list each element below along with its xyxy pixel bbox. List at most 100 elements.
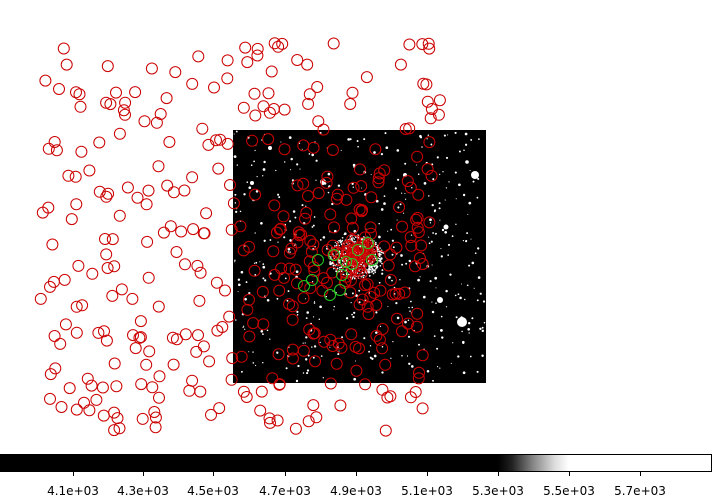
source-region-circle[interactable]: [345, 328, 358, 341]
source-region-circle[interactable]: [369, 143, 382, 156]
source-region-circle[interactable]: [197, 340, 210, 353]
source-region-circle[interactable]: [166, 331, 179, 344]
source-region-circle[interactable]: [145, 62, 158, 75]
source-region-circle[interactable]: [364, 221, 377, 234]
source-region-circle[interactable]: [98, 325, 110, 338]
source-region-circle[interactable]: [404, 181, 417, 194]
source-region-circle[interactable]: [63, 382, 76, 395]
source-region-circle[interactable]: [58, 273, 71, 286]
source-region-circle[interactable]: [421, 95, 434, 108]
source-region-circle[interactable]: [186, 171, 199, 184]
source-region-circle[interactable]: [311, 81, 324, 93]
source-region-circle[interactable]: [175, 225, 188, 238]
source-region-circle[interactable]: [169, 66, 182, 79]
source-region-circle[interactable]: [48, 136, 61, 148]
source-region-circle[interactable]: [257, 318, 270, 331]
source-region-circle[interactable]: [268, 199, 281, 212]
highlight-region-circle[interactable]: [362, 237, 374, 249]
source-region-circle[interactable]: [297, 292, 310, 305]
source-region-circle[interactable]: [291, 179, 304, 192]
source-region-circle[interactable]: [196, 122, 209, 135]
source-region-circle[interactable]: [149, 421, 162, 434]
source-region-circle[interactable]: [186, 374, 199, 387]
source-region-circle[interactable]: [399, 123, 412, 135]
source-region-circle[interactable]: [432, 108, 445, 121]
source-region-circle[interactable]: [134, 315, 147, 328]
source-region-circle[interactable]: [416, 349, 429, 362]
source-region-circle[interactable]: [48, 330, 61, 342]
source-region-circle[interactable]: [334, 399, 347, 412]
source-region-circle[interactable]: [256, 285, 269, 298]
source-region-circle[interactable]: [291, 54, 304, 66]
source-region-circle[interactable]: [326, 266, 339, 279]
source-region-circle[interactable]: [307, 238, 320, 251]
source-region-circle[interactable]: [47, 275, 60, 288]
source-region-circle[interactable]: [167, 358, 180, 371]
source-region-circle[interactable]: [225, 373, 238, 386]
source-region-circle[interactable]: [221, 72, 234, 85]
source-region-circle[interactable]: [146, 381, 159, 394]
source-region-circle[interactable]: [115, 283, 128, 296]
source-region-circle[interactable]: [237, 385, 250, 398]
source-region-circle[interactable]: [417, 77, 430, 90]
source-region-circle[interactable]: [119, 96, 132, 109]
source-region-circle[interactable]: [193, 294, 206, 307]
source-region-circle[interactable]: [138, 115, 151, 128]
source-region-circle[interactable]: [57, 42, 70, 55]
source-region-circle[interactable]: [307, 399, 320, 412]
source-region-circle[interactable]: [384, 274, 397, 286]
highlight-region-circle[interactable]: [306, 274, 318, 286]
source-region-circle[interactable]: [382, 259, 395, 272]
source-region-circle[interactable]: [143, 345, 156, 358]
source-region-circle[interactable]: [92, 326, 105, 339]
source-region-circle[interactable]: [423, 136, 436, 149]
source-region-circle[interactable]: [76, 299, 89, 312]
source-region-circle[interactable]: [326, 144, 339, 156]
source-region-circle[interactable]: [411, 320, 423, 333]
source-region-circle[interactable]: [308, 264, 321, 277]
source-region-circle[interactable]: [423, 216, 436, 229]
source-region-circle[interactable]: [347, 181, 360, 194]
source-region-circle[interactable]: [74, 100, 87, 113]
source-region-circle[interactable]: [361, 300, 374, 313]
source-region-circle[interactable]: [160, 92, 173, 105]
source-region-circle[interactable]: [70, 300, 83, 313]
source-region-circle[interactable]: [324, 377, 337, 390]
source-region-circle[interactable]: [289, 263, 302, 276]
source-region-circle[interactable]: [208, 81, 220, 94]
source-region-circle[interactable]: [251, 42, 264, 55]
source-region-circle[interactable]: [415, 239, 428, 252]
source-region-circle[interactable]: [136, 412, 149, 425]
source-region-circle[interactable]: [150, 116, 163, 129]
source-region-circle[interactable]: [129, 342, 142, 355]
source-region-circle[interactable]: [263, 412, 276, 425]
source-region-circle[interactable]: [113, 209, 126, 222]
source-region-circle[interactable]: [70, 198, 83, 211]
source-region-circle[interactable]: [423, 42, 436, 55]
source-region-circle[interactable]: [272, 348, 285, 361]
source-region-circle[interactable]: [268, 268, 281, 281]
source-region-circle[interactable]: [108, 424, 121, 437]
source-region-circle[interactable]: [127, 329, 139, 342]
source-region-circle[interactable]: [111, 412, 124, 425]
source-region-circle[interactable]: [368, 286, 381, 299]
source-region-circle[interactable]: [152, 300, 165, 313]
source-region-circle[interactable]: [302, 415, 315, 428]
source-region-circle[interactable]: [386, 288, 399, 301]
source-region-circle[interactable]: [237, 101, 250, 114]
source-region-circle[interactable]: [372, 176, 385, 189]
source-region-circle[interactable]: [65, 213, 78, 226]
source-region-circle[interactable]: [157, 226, 170, 239]
source-region-circle[interactable]: [210, 276, 223, 289]
source-region-circle[interactable]: [359, 378, 372, 391]
source-region-circle[interactable]: [85, 379, 98, 392]
source-region-circle[interactable]: [327, 37, 340, 50]
source-region-circle[interactable]: [81, 372, 94, 385]
source-region-circle[interactable]: [241, 56, 254, 69]
source-region-circle[interactable]: [402, 317, 414, 330]
source-region-circle[interactable]: [140, 198, 153, 211]
source-region-circle[interactable]: [203, 355, 216, 368]
source-region-circle[interactable]: [59, 318, 72, 331]
source-region-circle[interactable]: [283, 298, 296, 311]
